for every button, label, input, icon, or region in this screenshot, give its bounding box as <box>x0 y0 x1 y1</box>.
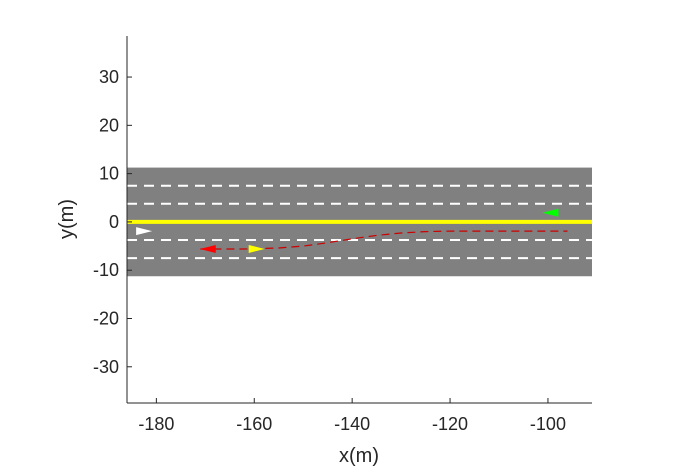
y-tick-label: -30 <box>93 357 119 377</box>
vehicle-marker-3 <box>542 208 559 217</box>
trajectory-line <box>200 230 568 250</box>
x-tick-label: -140 <box>334 414 370 434</box>
x-tick-label: -120 <box>432 414 468 434</box>
road-layer <box>127 167 592 277</box>
y-tick-label: 20 <box>99 115 119 135</box>
y-tick-label: 0 <box>109 212 119 232</box>
vehicle-layer <box>136 208 559 253</box>
y-tick-label: -20 <box>93 308 119 328</box>
axes-layer <box>126 36 592 404</box>
y-tick-label: -10 <box>93 260 119 280</box>
y-tick-label: 10 <box>99 164 119 184</box>
x-tick-label: -160 <box>236 414 272 434</box>
vehicle-marker-0 <box>136 227 153 236</box>
trajectory-layer <box>200 230 568 250</box>
x-axis-label: x(m) <box>339 445 379 467</box>
vehicle-marker-2 <box>248 244 265 253</box>
vehicle-marker-1 <box>199 244 216 253</box>
y-axis-label: y(m) <box>56 199 78 239</box>
x-tick-label: -180 <box>138 414 174 434</box>
y-tick-label: 30 <box>99 67 119 87</box>
x-tick-label: -100 <box>530 414 566 434</box>
